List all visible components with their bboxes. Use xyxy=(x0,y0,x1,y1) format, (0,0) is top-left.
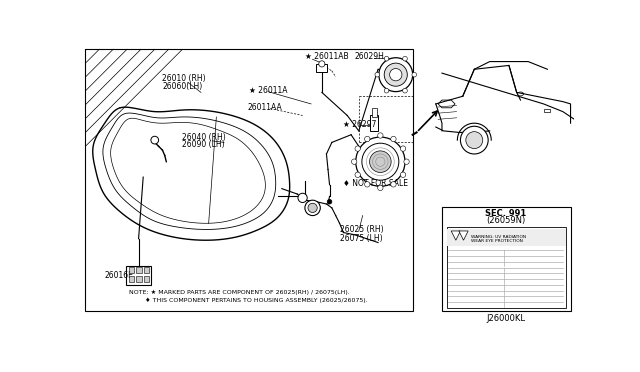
Text: ★ 26297: ★ 26297 xyxy=(344,120,377,129)
Circle shape xyxy=(391,182,396,187)
Text: 26040 (RH): 26040 (RH) xyxy=(182,132,225,141)
Circle shape xyxy=(355,146,360,151)
Circle shape xyxy=(369,151,391,173)
Text: ★ 26011AB: ★ 26011AB xyxy=(305,52,349,61)
Bar xyxy=(442,207,570,311)
Circle shape xyxy=(351,159,357,164)
Circle shape xyxy=(355,172,360,177)
Circle shape xyxy=(390,68,402,81)
Text: 26010 (RH): 26010 (RH) xyxy=(163,74,206,83)
Circle shape xyxy=(384,89,389,93)
Bar xyxy=(136,267,141,273)
Polygon shape xyxy=(103,113,276,230)
Text: (26059N): (26059N) xyxy=(486,217,525,225)
Polygon shape xyxy=(111,118,266,223)
Bar xyxy=(129,267,134,273)
Polygon shape xyxy=(93,107,290,240)
Circle shape xyxy=(362,143,399,180)
Bar xyxy=(316,64,327,71)
Bar xyxy=(371,115,378,131)
Circle shape xyxy=(401,146,406,151)
Circle shape xyxy=(460,126,488,154)
Circle shape xyxy=(379,58,413,92)
Bar xyxy=(144,267,149,273)
Circle shape xyxy=(308,203,317,212)
Text: 26029H: 26029H xyxy=(355,52,385,61)
Circle shape xyxy=(365,182,370,187)
Text: !: ! xyxy=(454,234,455,238)
Ellipse shape xyxy=(517,92,524,96)
Bar xyxy=(136,276,141,282)
Circle shape xyxy=(412,73,417,77)
Text: 26090 (LH): 26090 (LH) xyxy=(182,140,225,149)
Bar xyxy=(372,108,376,117)
Bar xyxy=(447,227,566,308)
Circle shape xyxy=(298,193,307,202)
Bar xyxy=(144,276,149,282)
Circle shape xyxy=(384,63,407,86)
Circle shape xyxy=(365,136,370,142)
Text: WEAR EYE PROTECTION: WEAR EYE PROTECTION xyxy=(471,239,523,243)
Circle shape xyxy=(375,73,380,77)
Text: !: ! xyxy=(461,234,463,238)
Circle shape xyxy=(466,132,483,148)
Text: ★ 26011A: ★ 26011A xyxy=(250,86,288,95)
Polygon shape xyxy=(451,231,460,240)
Circle shape xyxy=(356,137,405,186)
Circle shape xyxy=(378,185,383,190)
Bar xyxy=(543,109,550,112)
Circle shape xyxy=(404,159,409,164)
Text: 26075 (LH): 26075 (LH) xyxy=(340,234,382,243)
Text: NOTE: ★ MARKED PARTS ARE COMPONENT OF 26025(RH) / 26075(LH).: NOTE: ★ MARKED PARTS ARE COMPONENT OF 26… xyxy=(129,290,350,295)
Circle shape xyxy=(391,136,396,142)
Polygon shape xyxy=(459,231,468,240)
Circle shape xyxy=(403,56,407,61)
Text: 26060(LH): 26060(LH) xyxy=(163,82,203,91)
Text: ♦ THIS COMPONENT PERTAINS TO HOUSING ASSEMBLY (26025/26075).: ♦ THIS COMPONENT PERTAINS TO HOUSING ASS… xyxy=(129,298,368,303)
Circle shape xyxy=(378,133,383,138)
Circle shape xyxy=(151,136,159,144)
Circle shape xyxy=(305,200,320,216)
Bar xyxy=(447,230,566,246)
Circle shape xyxy=(401,172,406,177)
Polygon shape xyxy=(438,100,455,108)
Text: 26016E: 26016E xyxy=(105,271,134,280)
Circle shape xyxy=(319,61,325,67)
Bar xyxy=(86,49,413,311)
Circle shape xyxy=(301,194,306,199)
Text: SEC. 991: SEC. 991 xyxy=(485,209,527,218)
Text: 26011AA: 26011AA xyxy=(247,103,282,112)
Circle shape xyxy=(384,56,389,61)
Text: J26000KL: J26000KL xyxy=(486,314,525,323)
Text: WARNING: UV RADIATION: WARNING: UV RADIATION xyxy=(471,235,526,239)
Circle shape xyxy=(327,199,332,204)
Text: ♦ NOT FOR SALE: ♦ NOT FOR SALE xyxy=(344,179,408,188)
Bar xyxy=(129,276,134,282)
Bar xyxy=(126,266,151,285)
Text: 26025 (RH): 26025 (RH) xyxy=(340,225,383,234)
Circle shape xyxy=(403,89,407,93)
